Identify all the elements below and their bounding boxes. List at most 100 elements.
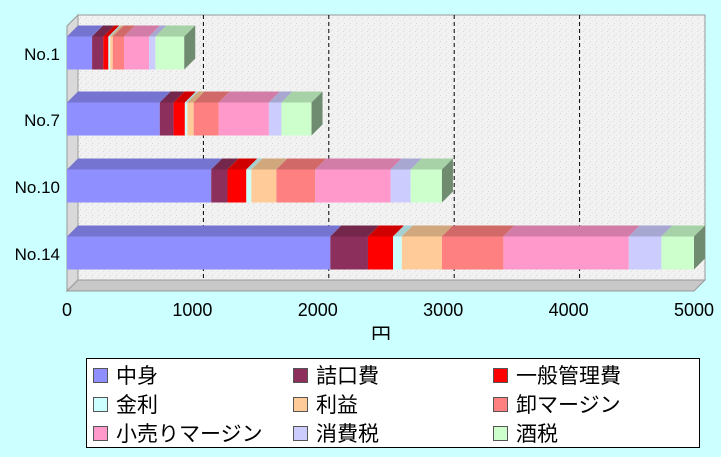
bar-segment-No.10-5 [276,169,316,203]
legend-label: 一般管理費 [516,364,621,388]
bar-top-No.14-4 [401,225,453,237]
legend: 中身 詰口費 一般管理費金利 利益 卸マージン小売りマージン 消費税 酒税 [86,358,700,448]
bar-end-No.10 [441,158,453,203]
x-tick-label: 1000 [172,300,212,320]
bar-segment-No.10-4 [251,169,277,203]
bar-end-No.14 [694,225,705,270]
bar-end-No.7 [311,91,323,136]
legend-item: 一般管理費 [493,362,621,388]
x-tick-label: 0 [62,300,72,320]
x-tick-label: 4000 [549,300,589,320]
bar-segment-No.14-3 [393,236,402,270]
bar-top-No.10-1 [211,158,239,170]
bar-segment-No.1-3 [108,36,111,70]
legend-label: 小売りマージン [116,422,263,446]
bar-segment-No.14-5 [441,236,504,270]
bar-top-No.1-2 [103,25,120,37]
bar-segment-No.1-4 [110,36,113,70]
bar-top-No.14-5 [441,225,515,237]
bar-top-No.7-2 [173,91,196,103]
bar-top-No.1-7 [149,25,167,37]
bar-top-No.7-6 [218,91,280,103]
bar-top-No.10-7 [390,158,422,170]
bar-top-No.7-3 [184,91,199,103]
category-label: No.10 [15,178,60,197]
legend-swatch [293,425,308,441]
bar-top-No.7-0 [67,91,171,103]
plot-floor [65,279,707,292]
bar-top-No.1-6 [124,25,161,37]
legend-item: 利益 [293,391,358,417]
bar-segment-No.10-6 [315,169,391,203]
legend-item: 中身 [93,362,158,388]
legend-label: 卸マージン [516,393,621,417]
bar-segment-No.10-8 [410,169,442,203]
bar-top-No.14-8 [661,225,705,237]
bar-top-No.14-1 [330,225,379,237]
bar-segment-No.7-5 [193,102,219,136]
bar-segment-No.10-1 [211,169,228,203]
bar-segment-No.14-1 [330,236,368,270]
bar-segment-No.14-8 [661,236,694,270]
bar-top-No.10-2 [227,158,258,170]
x-axis-label: 円 [371,323,391,340]
bar-segment-No.7-8 [281,102,312,136]
bar-top-No.1-4 [110,25,124,37]
legend-swatch [93,425,108,441]
bar-top-No.14-7 [628,225,673,237]
bar-segment-No.14-2 [367,236,394,270]
legend-item: 消費税 [293,420,379,446]
bar-top-No.10-3 [246,158,263,170]
bar-segment-No.10-3 [246,169,252,203]
bar-segment-No.1-6 [124,36,150,70]
bar-segment-No.10-7 [390,169,411,203]
category-label: No.7 [24,111,60,130]
legend-item: 金利 [93,391,158,417]
x-tick-label: 2000 [298,300,338,320]
stacked-bar-chart: No.14 No.10 No.7 No.1 0 1000 2000 3000 4000 5000 円 [15,13,714,340]
bar-top-No.1-5 [112,25,136,37]
bar-segment-No.7-3 [184,102,188,136]
bar-top-No.10-0 [67,158,223,170]
legend-item: 卸マージン [493,391,621,417]
bar-top-No.7-1 [159,91,185,103]
legend-label: 酒税 [516,422,558,446]
legend-label: 詰口費 [316,364,379,388]
bar-top-No.14-6 [503,225,640,237]
bar-segment-No.1-8 [155,36,185,70]
bar-segment-No.7-0 [67,102,160,136]
bar-segment-No.10-2 [227,169,247,203]
legend-item: 詰口費 [293,362,379,388]
bar-top-No.14-0 [67,225,342,237]
legend-label: 中身 [116,364,158,388]
bar-top-No.7-5 [193,91,230,103]
bar-top-No.7-7 [268,91,293,103]
legend-label: 利益 [316,393,358,417]
bar-segment-No.14-4 [401,236,442,270]
bar-top-No.10-5 [276,158,327,170]
x-tick-label: 3000 [423,300,463,320]
bar-segment-No.10-0 [67,169,212,203]
bar-segment-No.7-1 [159,102,174,136]
legend-label: 消費税 [316,422,379,446]
bar-segment-No.7-2 [173,102,185,136]
bar-top-No.14-3 [393,225,413,237]
bar-segment-No.14-0 [67,236,331,270]
bar-top-No.14-2 [367,225,405,237]
legend-item: 酒税 [493,420,558,446]
bar-top-No.10-6 [315,158,402,170]
bar-segment-No.7-7 [268,102,282,136]
bar-segment-No.7-6 [218,102,269,136]
bar-top-No.1-3 [108,25,122,37]
category-label: No.14 [15,245,60,264]
bar-segment-No.14-6 [503,236,629,270]
bar-top-No.7-8 [281,91,323,103]
bar-segment-No.1-2 [103,36,109,70]
bar-segment-No.14-7 [628,236,662,270]
bar-segment-No.1-1 [92,36,104,70]
legend-swatch [293,396,308,412]
bar-top-No.10-8 [410,158,453,170]
bar-top-No.1-0 [67,25,104,37]
bar-top-No.10-4 [251,158,288,170]
